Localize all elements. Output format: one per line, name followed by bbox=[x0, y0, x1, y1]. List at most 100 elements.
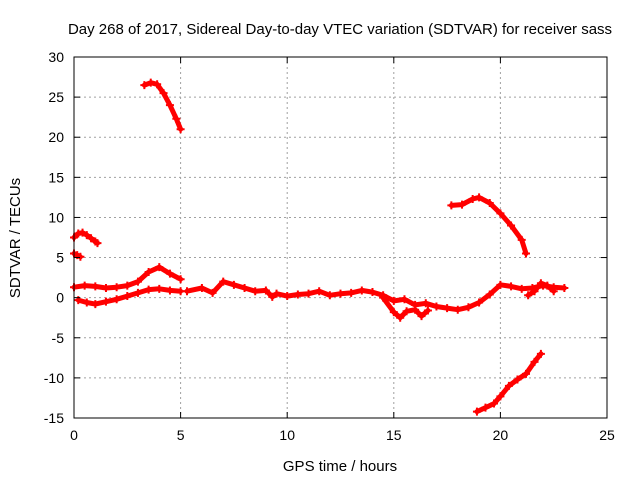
y-tick-label: 15 bbox=[48, 169, 64, 185]
x-axis-label: GPS time / hours bbox=[283, 458, 397, 475]
data-point bbox=[507, 221, 516, 230]
series-track-d bbox=[447, 193, 530, 258]
data-point bbox=[261, 286, 270, 295]
data-point bbox=[91, 300, 100, 309]
data-point bbox=[504, 381, 513, 390]
plot-frame bbox=[73, 56, 608, 419]
y-tick-label: -15 bbox=[44, 410, 64, 426]
data-point bbox=[468, 194, 477, 203]
data-points bbox=[70, 78, 569, 416]
chart-title: Day 268 of 2017, Sidereal Day-to-day VTE… bbox=[68, 21, 612, 38]
x-tick-label: 0 bbox=[70, 427, 78, 443]
data-point bbox=[496, 280, 505, 289]
data-point bbox=[82, 231, 91, 240]
data-point bbox=[389, 296, 398, 305]
data-point bbox=[251, 287, 260, 296]
data-point bbox=[490, 399, 499, 408]
data-point bbox=[521, 249, 530, 258]
y-tick-label: -10 bbox=[44, 370, 64, 386]
data-point bbox=[524, 291, 533, 300]
grid-lines bbox=[74, 57, 607, 418]
data-point bbox=[176, 125, 185, 134]
data-point bbox=[485, 199, 494, 208]
data-point bbox=[325, 291, 334, 300]
data-point bbox=[208, 288, 217, 297]
data-point bbox=[240, 284, 249, 293]
data-point bbox=[155, 284, 164, 293]
data-point bbox=[197, 284, 206, 293]
series-track-c bbox=[140, 78, 185, 134]
y-tick-label: -5 bbox=[52, 330, 65, 346]
data-point bbox=[283, 292, 292, 301]
data-point bbox=[293, 290, 302, 299]
data-point bbox=[219, 277, 228, 286]
data-point bbox=[76, 252, 85, 261]
data-point bbox=[155, 263, 164, 272]
data-point bbox=[182, 287, 191, 296]
data-point bbox=[417, 312, 426, 321]
data-point bbox=[423, 306, 432, 315]
data-point bbox=[389, 308, 398, 317]
data-point bbox=[146, 78, 155, 87]
data-point bbox=[536, 349, 545, 358]
data-point bbox=[513, 375, 522, 384]
x-tick-label: 5 bbox=[177, 427, 185, 443]
data-point bbox=[400, 295, 409, 304]
data-point bbox=[133, 288, 142, 297]
series-track-i bbox=[379, 293, 432, 322]
data-point bbox=[347, 288, 356, 297]
data-point bbox=[472, 407, 481, 416]
y-axis-label: SDTVAR / TECUs bbox=[7, 178, 24, 298]
data-point bbox=[396, 313, 405, 322]
data-point bbox=[153, 80, 162, 89]
data-point bbox=[144, 285, 153, 294]
data-point bbox=[443, 304, 452, 313]
data-point bbox=[133, 277, 142, 286]
data-point bbox=[172, 114, 181, 123]
data-point bbox=[159, 89, 168, 98]
data-point bbox=[357, 286, 366, 295]
axis-ticks: 0 5 10 15 20 25 -15 -10 -5 0 5 10 15 20 25 30 bbox=[44, 49, 615, 443]
x-tick-label: 15 bbox=[386, 427, 402, 443]
data-point bbox=[101, 297, 110, 306]
data-point bbox=[82, 298, 91, 307]
data-point bbox=[481, 403, 490, 412]
y-tick-label: 10 bbox=[48, 209, 64, 225]
data-point bbox=[87, 234, 96, 243]
data-point bbox=[268, 292, 277, 301]
data-point bbox=[458, 200, 467, 209]
data-point bbox=[140, 81, 149, 90]
y-tick-label: 20 bbox=[48, 129, 64, 145]
y-tick-label: 0 bbox=[56, 290, 64, 306]
data-point bbox=[530, 287, 539, 296]
data-point bbox=[93, 239, 102, 248]
data-point bbox=[336, 289, 345, 298]
series-track-j bbox=[524, 279, 558, 300]
data-point bbox=[432, 302, 441, 311]
data-point bbox=[560, 284, 569, 293]
x-tick-label: 10 bbox=[279, 427, 295, 443]
data-point bbox=[91, 282, 100, 291]
data-point bbox=[517, 284, 526, 293]
data-point bbox=[123, 281, 132, 290]
data-point bbox=[112, 295, 121, 304]
data-point bbox=[521, 369, 530, 378]
data-point bbox=[549, 287, 558, 296]
data-point bbox=[123, 292, 132, 301]
x-tick-label: 20 bbox=[493, 427, 509, 443]
data-point bbox=[144, 267, 153, 276]
y-tick-label: 25 bbox=[48, 89, 64, 105]
data-point bbox=[165, 101, 174, 110]
data-point bbox=[475, 298, 484, 307]
data-point bbox=[176, 275, 185, 284]
data-point bbox=[315, 287, 324, 296]
series-track-e bbox=[472, 349, 545, 416]
data-point bbox=[517, 235, 526, 244]
data-point bbox=[447, 201, 456, 210]
data-point bbox=[80, 281, 89, 290]
series-track-g bbox=[74, 284, 185, 309]
data-point bbox=[530, 357, 539, 366]
data-point bbox=[165, 269, 174, 278]
